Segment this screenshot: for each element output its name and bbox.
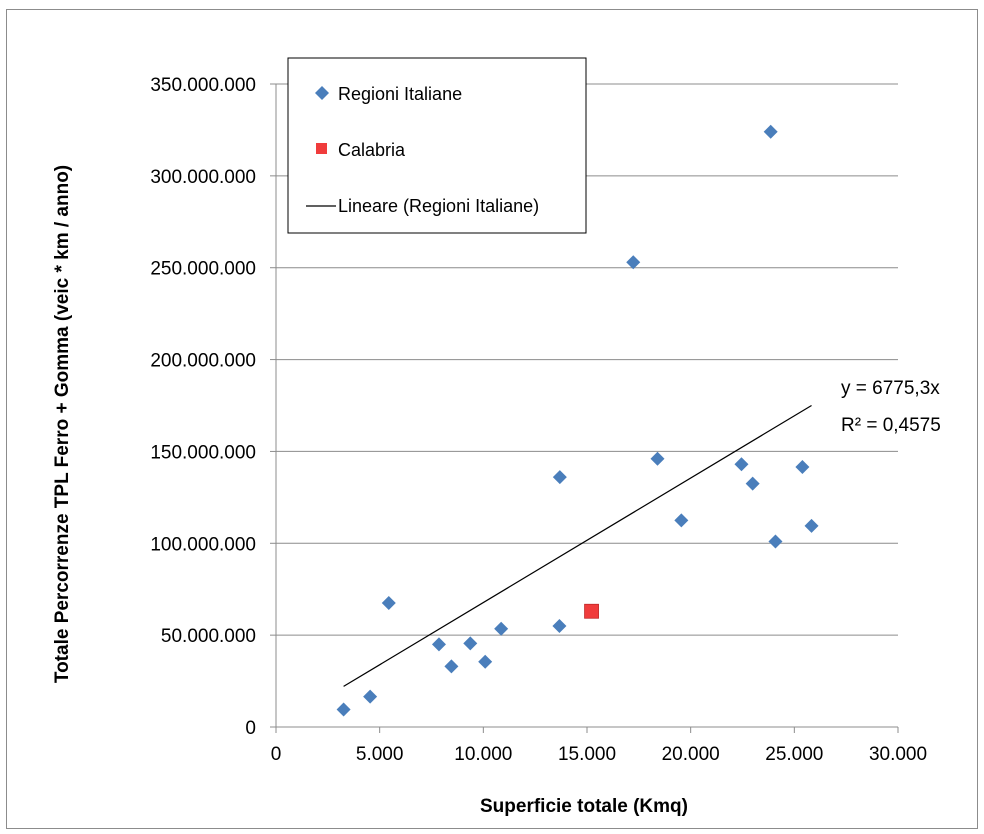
x-tick-label: 30.000	[869, 744, 927, 765]
legend-label-regioni: Regioni Italiane	[338, 84, 462, 104]
point-regioni-italiane	[552, 618, 567, 633]
point-regioni-italiane	[734, 457, 749, 472]
y-tick-label: 250.000.000	[150, 259, 256, 280]
point-regioni-italiane	[626, 255, 641, 270]
data-points	[336, 124, 819, 717]
point-regioni-italiane	[463, 636, 478, 651]
gridlines	[276, 83, 898, 636]
point-regioni-italiane	[444, 659, 459, 674]
point-regioni-italiane	[795, 460, 810, 475]
point-regioni-italiane	[552, 470, 567, 485]
trendline-layer	[343, 404, 812, 687]
point-regioni-italiane	[745, 476, 760, 491]
point-regioni-italiane	[478, 654, 493, 669]
y-tick-label: 150.000.000	[150, 442, 256, 463]
axes	[270, 83, 899, 733]
y-axis-title: Totale Percorrenze TPL Ferro + Gomma (ve…	[52, 165, 73, 683]
point-regioni-italiane	[494, 621, 509, 636]
point-regioni-italiane	[768, 534, 783, 549]
point-regioni-italiane	[650, 451, 665, 466]
y-tick-label: 300.000.000	[150, 167, 256, 188]
y-tick-label: 200.000.000	[150, 351, 256, 372]
legend-label-trendline: Lineare (Regioni Italiane)	[338, 196, 539, 216]
trendline-r-squared: R² = 0,4575	[841, 415, 941, 436]
x-tick-label: 15.000	[558, 744, 616, 765]
legend: Regioni Italiane Calabria Lineare (Regio…	[287, 57, 587, 234]
point-regioni-italiane	[381, 595, 396, 610]
point-regioni-italiane	[763, 124, 778, 139]
point-regioni-italiane	[336, 702, 351, 717]
legend-marker-calabria	[316, 143, 327, 154]
y-tick-label: 50.000.000	[161, 626, 256, 647]
point-calabria	[584, 603, 599, 619]
x-tick-label: 10.000	[454, 744, 512, 765]
y-tick-label: 0	[245, 718, 256, 739]
trendline-equation: y = 6775,3x	[841, 378, 940, 399]
point-regioni-italiane	[431, 637, 446, 652]
y-tick-label: 350.000.000	[150, 75, 256, 96]
legend-label-calabria: Calabria	[338, 140, 406, 160]
legend-box	[287, 57, 587, 234]
x-tick-label: 20.000	[662, 744, 720, 765]
x-axis-title: Superficie totale (Kmq)	[480, 796, 688, 817]
x-tick-label: 5.000	[356, 744, 404, 765]
point-regioni-italiane	[363, 689, 378, 704]
trendline	[343, 404, 812, 687]
point-regioni-italiane	[804, 518, 819, 533]
point-regioni-italiane	[674, 513, 689, 528]
x-tick-label: 25.000	[765, 744, 823, 765]
y-tick-label: 100.000.000	[150, 534, 256, 555]
tick-labels: 0 50.000.000 100.000.000 150.000.000 200.000…	[150, 75, 927, 765]
legend-marker-regioni	[315, 86, 329, 100]
x-tick-label: 0	[271, 744, 282, 765]
